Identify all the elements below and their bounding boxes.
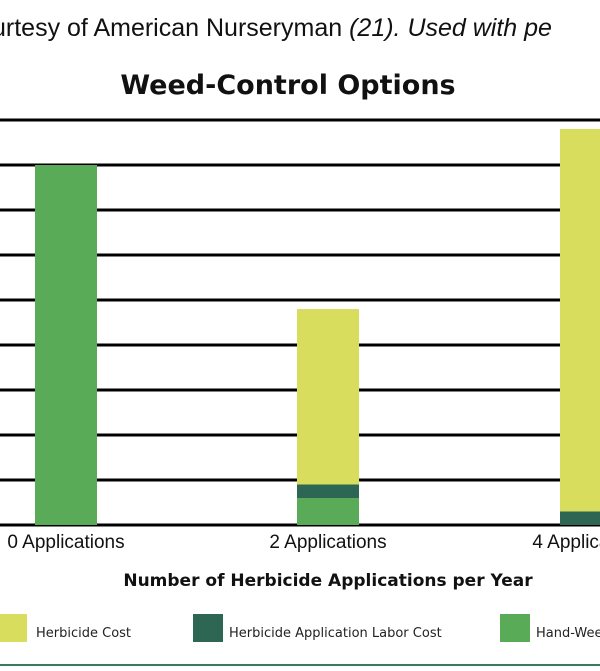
- legend-label-herbicide-cost: Herbicide Cost: [36, 626, 132, 641]
- x-tick-labels: 0 Applications 2 Applications 4 Applicatio…: [7, 532, 600, 553]
- legend-swatch-herbicide-cost: [0, 614, 27, 642]
- bar-segment-1-0: [297, 498, 359, 525]
- legend-label-hand-weeding: Hand-Wee: [536, 626, 600, 641]
- bar-chart: 0 Applications 2 Applications 4 Applicatio…: [0, 118, 600, 553]
- bars: [35, 129, 600, 525]
- bottom-rule: [0, 664, 600, 666]
- caption-text-3: (21). Used with pe: [349, 14, 552, 42]
- caption-text-1: urtesy of: [0, 14, 94, 42]
- x-tick-label-2: 4 Applications: [532, 532, 600, 553]
- figure-caption: urtesy of American Nurseryman (21). Used…: [0, 14, 552, 43]
- x-tick-label-1: 2 Applications: [269, 532, 386, 553]
- bar-segment-0-0: [35, 165, 97, 525]
- bar-segment-1-1: [297, 484, 359, 498]
- legend-label-labor-cost: Herbicide Application Labor Cost: [229, 626, 442, 641]
- bar-segment-1-2: [297, 309, 359, 485]
- legend-swatch-labor-cost: [193, 614, 223, 642]
- chart-title: Weed-Control Options: [120, 70, 456, 101]
- bar-segment-2-1: [560, 511, 600, 525]
- x-tick-label-0: 0 Applications: [7, 532, 124, 553]
- x-axis-label: Number of Herbicide Applications per Yea…: [123, 571, 533, 591]
- legend-swatch-hand-weeding: [500, 614, 530, 642]
- bar-segment-2-2: [560, 129, 600, 512]
- caption-text-2: American Nurseryman: [93, 14, 350, 42]
